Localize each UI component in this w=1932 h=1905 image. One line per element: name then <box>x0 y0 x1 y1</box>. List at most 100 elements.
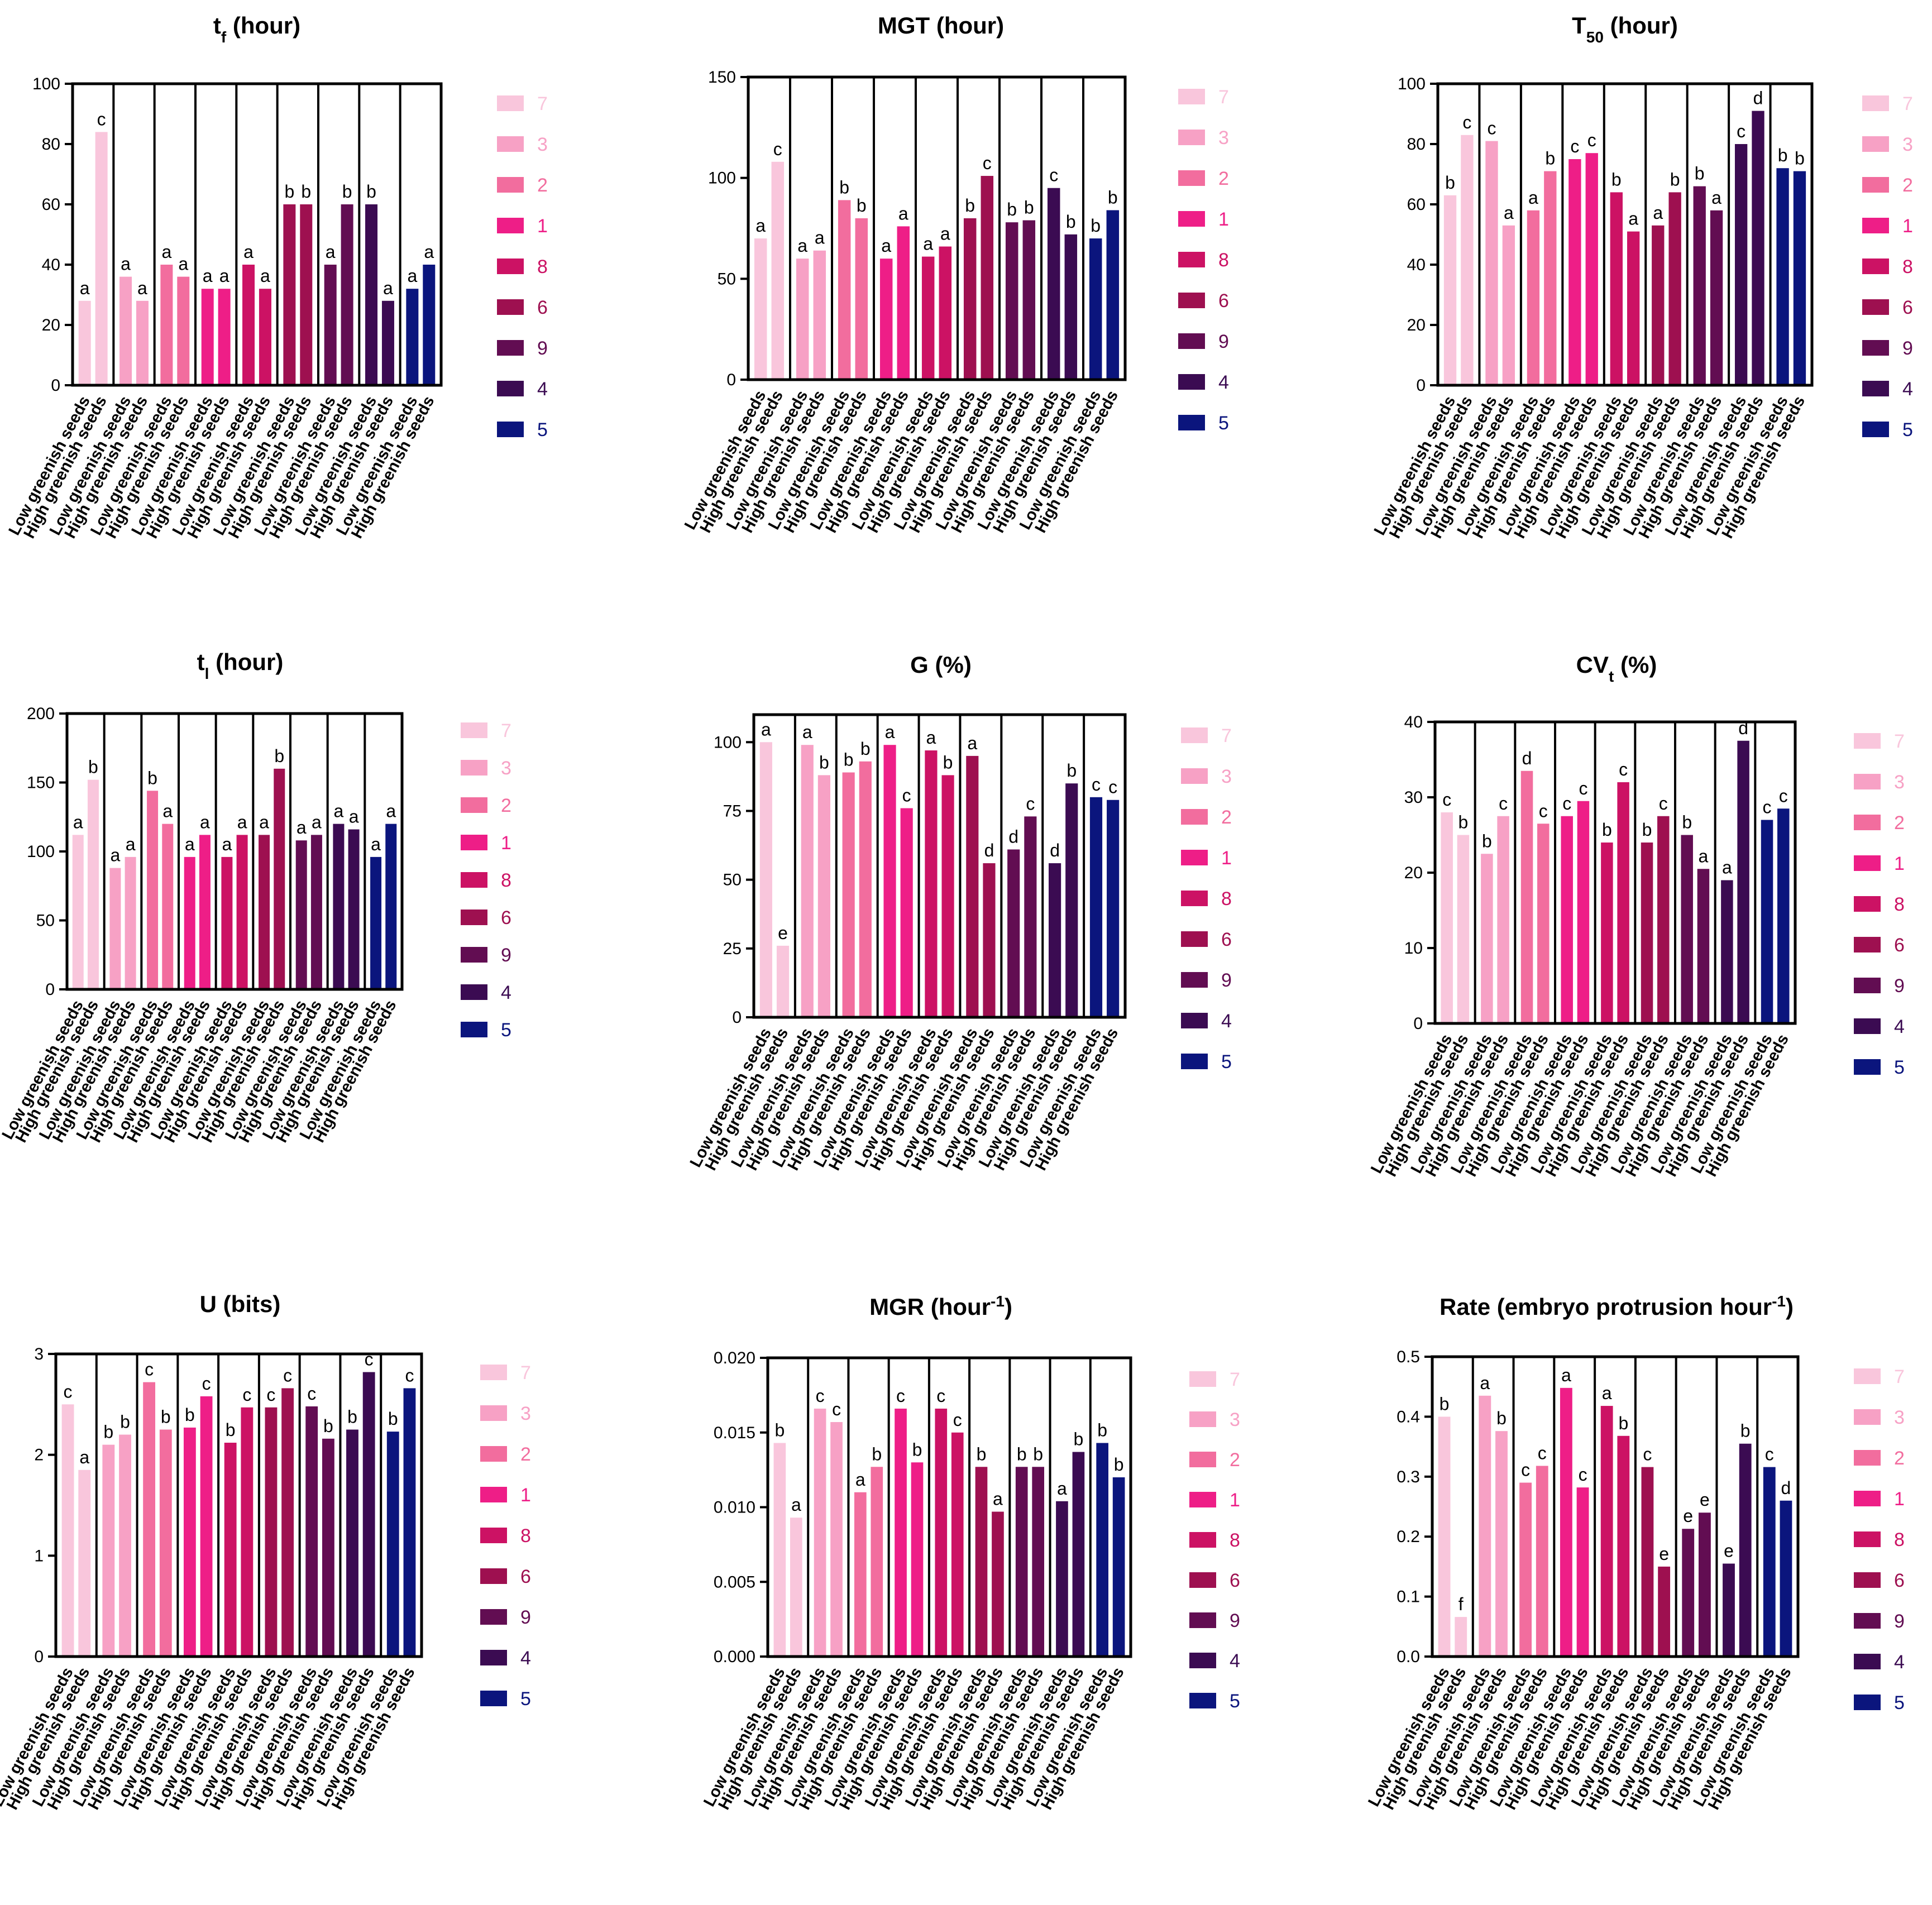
significance-letter: a <box>111 845 121 865</box>
legend-swatch <box>1862 259 1889 274</box>
bar <box>224 1442 237 1657</box>
significance-letter: b <box>1642 820 1652 840</box>
bar <box>855 218 868 380</box>
legend-label: 6 <box>1221 929 1232 950</box>
bar <box>1600 1406 1613 1657</box>
chart-title-main: MGT <box>878 12 930 39</box>
y-tick-label: 2 <box>34 1446 44 1464</box>
significance-letter: a <box>79 1447 89 1467</box>
legend-swatch <box>461 947 487 963</box>
plot-frame <box>1433 720 1797 1025</box>
y-tick-label: 60 <box>42 195 60 214</box>
legend-label: 5 <box>1894 1692 1905 1713</box>
plot-frame <box>54 1352 423 1658</box>
significance-letter: c <box>773 139 782 159</box>
legend-label: 4 <box>1902 379 1913 400</box>
significance-letter: a <box>386 801 396 821</box>
bar <box>814 1408 826 1657</box>
significance-letter: a <box>126 834 136 854</box>
bar <box>1585 153 1598 385</box>
bar <box>1537 824 1550 1023</box>
significance-letter: b <box>1670 169 1680 189</box>
significance-letter: c <box>283 1365 292 1385</box>
significance-letter: c <box>307 1384 316 1404</box>
legend-swatch <box>480 1446 507 1462</box>
bar <box>162 824 174 989</box>
significance-letter: c <box>1737 121 1746 141</box>
significance-letter: e <box>1724 1541 1734 1561</box>
legend-label: 7 <box>1894 731 1905 752</box>
bar <box>1668 192 1681 385</box>
significance-letter: a <box>203 266 213 286</box>
chart-title: tf (hour) <box>213 12 300 46</box>
chart-title-unit: (hour) <box>226 12 300 39</box>
legend-label: 5 <box>520 1688 531 1710</box>
legend-swatch <box>480 1691 507 1706</box>
legend-label: 2 <box>501 795 511 816</box>
bar <box>1682 1529 1695 1657</box>
bar <box>348 829 360 989</box>
legend-label: 8 <box>537 256 548 277</box>
significance-letter: c <box>1579 1464 1587 1485</box>
legend-label: 8 <box>1894 1529 1905 1550</box>
bar <box>1780 1500 1792 1657</box>
bar <box>159 1429 172 1657</box>
legend-swatch <box>480 1609 507 1625</box>
plot-frame <box>747 75 1127 381</box>
bar <box>1519 1482 1532 1657</box>
legend-swatch <box>1854 1450 1881 1466</box>
y-tick-label: 0 <box>34 1648 44 1666</box>
significance-letter: f <box>1458 1594 1464 1614</box>
significance-letter: b <box>1602 820 1612 840</box>
legend-label: 9 <box>1902 338 1913 359</box>
legend-swatch <box>1854 1409 1881 1425</box>
bar <box>1793 171 1806 385</box>
bar <box>199 835 211 989</box>
bar <box>184 856 195 989</box>
legend-swatch <box>1862 340 1889 356</box>
y-tick-label: 0.5 <box>1397 1348 1420 1366</box>
legend-swatch <box>1178 415 1205 430</box>
legend-swatch <box>1862 299 1889 315</box>
significance-letter: b <box>1695 164 1705 184</box>
y-tick-label: 0 <box>732 1008 742 1027</box>
bar <box>1520 770 1533 1023</box>
legend-label: 1 <box>520 1485 531 1506</box>
significance-letter: b <box>120 1412 130 1432</box>
legend-swatch <box>1178 89 1205 104</box>
bar <box>242 265 255 385</box>
legend-label: 5 <box>537 419 548 441</box>
y-tick-label: 60 <box>1407 195 1426 214</box>
significance-letter: a <box>312 812 322 832</box>
significance-letter: d <box>1050 840 1060 860</box>
legend-swatch <box>497 177 524 193</box>
significance-letter: a <box>1504 203 1514 223</box>
y-tick-label: 50 <box>723 871 742 889</box>
bar <box>370 856 382 989</box>
legend-label: 3 <box>1894 1407 1905 1428</box>
y-tick-label: 80 <box>42 135 60 154</box>
significance-letter: c <box>1538 1443 1547 1463</box>
bar <box>1536 1466 1548 1657</box>
bar <box>305 1406 318 1657</box>
significance-letter: b <box>323 1416 333 1436</box>
legend-swatch <box>480 1528 507 1543</box>
significance-letter: a <box>1057 1478 1067 1499</box>
legend-label: 6 <box>1894 1570 1905 1591</box>
bar <box>1022 220 1036 380</box>
bar <box>406 289 419 385</box>
legend-swatch <box>497 340 524 356</box>
bar <box>1089 238 1102 380</box>
y-tick-label: 100 <box>708 169 736 188</box>
significance-letter: a <box>73 812 83 832</box>
bar <box>362 1372 375 1657</box>
significance-letter: b <box>274 746 284 766</box>
significance-letter: a <box>219 266 229 286</box>
legend-swatch <box>1854 1613 1881 1629</box>
plot-frame <box>1436 82 1814 387</box>
y-tick-label: 150 <box>27 774 55 792</box>
bar <box>1065 783 1078 1017</box>
bar <box>1697 869 1710 1023</box>
y-tick-label: 25 <box>723 940 742 958</box>
